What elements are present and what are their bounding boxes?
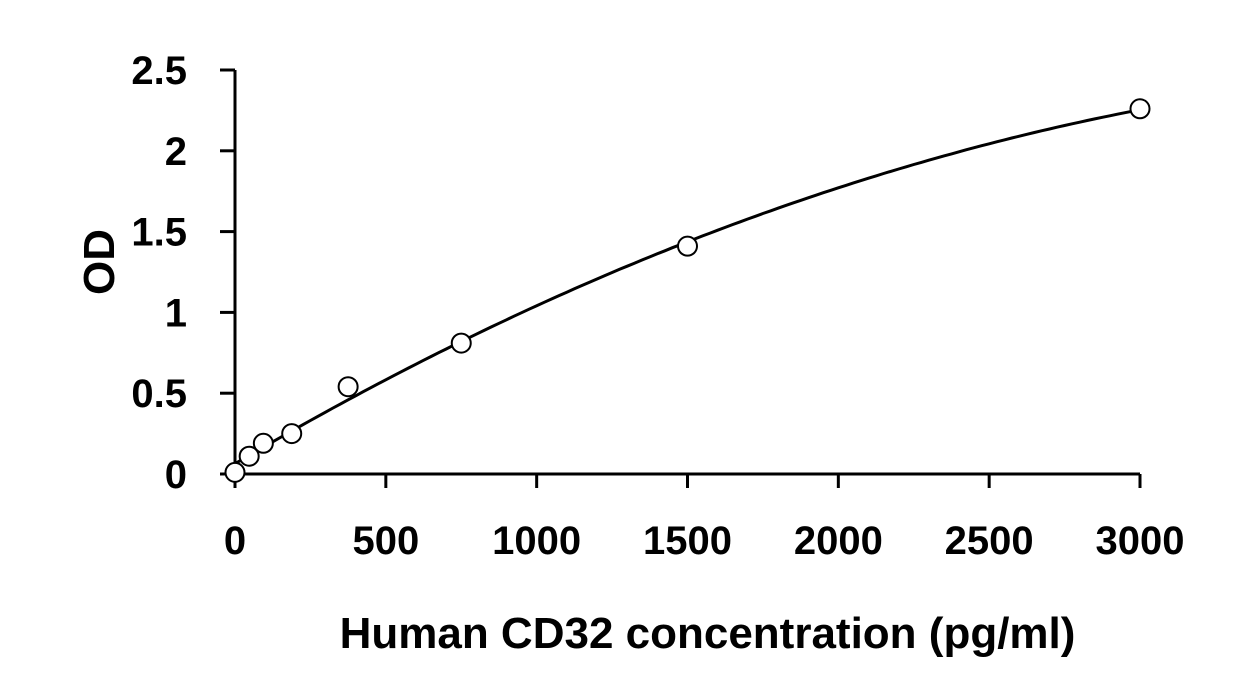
data-point [677,235,698,257]
y-tick-label: 2 [165,130,187,174]
y-axis-title: OD [75,229,124,295]
data-points [224,98,1151,483]
data-point [252,432,274,454]
axes [220,70,1140,476]
y-tick-label: 0.5 [131,372,187,416]
y-tick-label: 1 [165,291,187,335]
x-tick-label: 500 [352,519,419,563]
data-point [1129,98,1151,120]
x-tick-label: 2000 [794,519,883,563]
data-point [281,423,303,445]
data-point [224,461,246,483]
x-tick-label: 2500 [945,519,1034,563]
y-axis-ticks: 0 0.5 1 1.5 2 2.5 [131,49,235,497]
x-tick-label: 1000 [492,519,581,563]
x-axis-ticks: 0 500 1000 1500 2000 2500 3000 [224,474,1185,563]
y-tick-label: 0 [165,453,187,497]
x-axis-title: Human CD32 concentration (pg/ml) [340,609,1076,658]
data-point [238,445,260,467]
x-tick-label: 3000 [1096,519,1185,563]
x-tick-label: 1500 [643,519,732,563]
y-tick-label: 2.5 [131,49,187,93]
data-point [450,332,472,354]
y-tick-label: 1.5 [131,211,187,255]
x-tick-label: 0 [224,519,246,563]
fit-curve-line [234,108,1141,465]
data-point [337,376,359,398]
